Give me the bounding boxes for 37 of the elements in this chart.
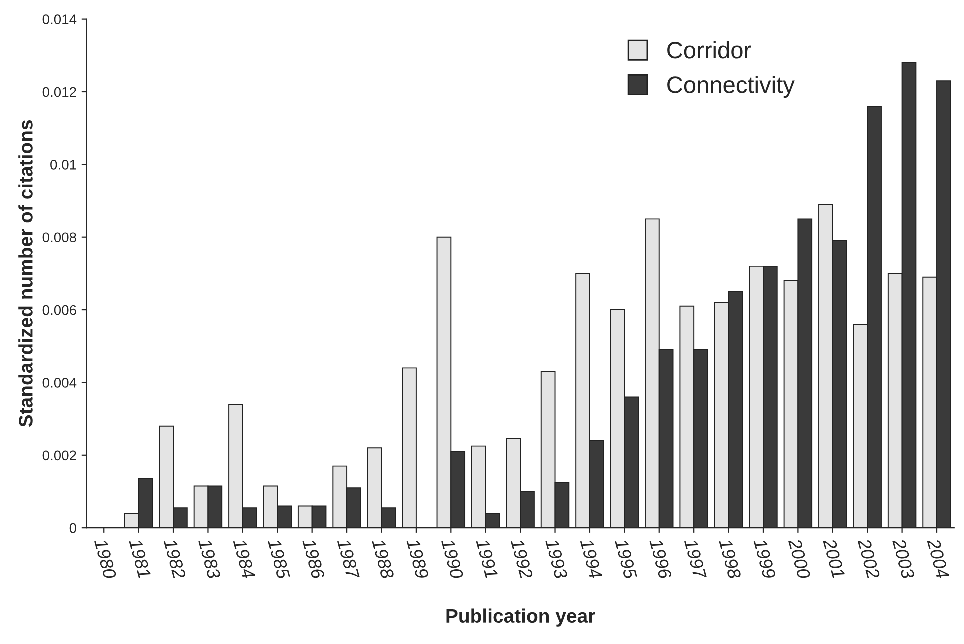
x-tick-label: 2002 xyxy=(858,538,880,580)
y-tick-label: 0.014 xyxy=(42,14,77,24)
y-tick-label: 0.004 xyxy=(42,378,77,388)
y-tick-label: 0.006 xyxy=(42,305,76,316)
x-tick-label: 1980 xyxy=(94,538,117,580)
y-tick-label: 0.002 xyxy=(42,450,76,461)
x-tick-label: 1992 xyxy=(510,538,534,580)
x-tick-label: 1993 xyxy=(546,538,568,580)
x-axis-title: Publication year xyxy=(446,608,596,627)
y-tick-label: 0.008 xyxy=(42,232,76,243)
x-tick-label: 2000 xyxy=(788,538,812,580)
x-tick-label: 2003 xyxy=(892,538,916,580)
x-tick-label: 1998 xyxy=(719,538,742,580)
y-tick-label: 0.012 xyxy=(42,87,76,98)
x-tick-label: 1990 xyxy=(441,538,464,580)
y-axis-title: Standardized number of citations xyxy=(18,120,33,428)
x-tick-label: 1997 xyxy=(684,538,708,581)
y-tick-label: 0.01 xyxy=(50,160,76,170)
x-tick-label: 1986 xyxy=(302,538,326,580)
x-tick-label: 2004 xyxy=(927,538,950,580)
x-tick-label: 1981 xyxy=(129,538,152,579)
legend-label: Connectivity xyxy=(668,76,795,98)
x-tick-label: 1982 xyxy=(164,538,186,580)
x-tick-label: 1984 xyxy=(233,538,256,580)
x-tick-label: 1999 xyxy=(754,538,776,580)
x-tick-label: 1996 xyxy=(650,538,672,580)
x-tick-label: 1991 xyxy=(476,538,498,579)
legend-label: Corridor xyxy=(668,41,752,59)
x-tick-label: 1995 xyxy=(614,538,638,580)
x-tick-label: 1988 xyxy=(372,538,395,580)
x-tick-label: 1983 xyxy=(198,538,222,580)
x-tick-label: 2001 xyxy=(822,538,846,579)
y-tick-label: 0 xyxy=(70,523,76,534)
x-tick-label: 1994 xyxy=(580,538,603,580)
x-tick-label: 1987 xyxy=(337,538,360,581)
x-tick-label: 1989 xyxy=(406,538,430,580)
x-tick-label: 1985 xyxy=(268,538,291,580)
